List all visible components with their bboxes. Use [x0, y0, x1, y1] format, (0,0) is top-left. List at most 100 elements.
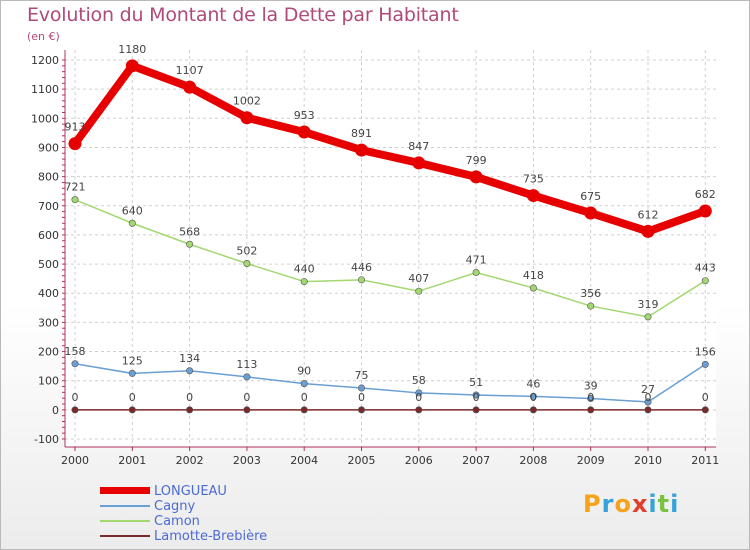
data-point-camon: [357, 276, 365, 284]
y-tick-label: 200: [38, 346, 59, 359]
y-tick-label: 1000: [31, 112, 59, 125]
data-label-lamotte-brebi-re: 0: [129, 391, 136, 404]
data-label-cagny: 27: [641, 383, 655, 396]
data-point-longueau: [584, 206, 598, 220]
data-label-camon: 443: [695, 262, 716, 275]
x-tick-label: 2002: [176, 454, 204, 467]
data-point-cagny: [128, 369, 136, 377]
data-point-cagny: [472, 391, 480, 399]
y-tick-label: 0: [52, 404, 59, 417]
data-point-camon: [529, 284, 537, 292]
data-label-cagny: 46: [526, 377, 540, 390]
data-label-lamotte-brebi-re: 0: [645, 391, 652, 404]
data-point-lamotte-brebi-re: [300, 406, 308, 414]
data-label-lamotte-brebi-re: 0: [186, 391, 193, 404]
plot-area: [65, 50, 716, 447]
data-point-lamotte-brebi-re: [357, 406, 365, 414]
legend-item-cagny: Cagny: [100, 499, 320, 514]
data-point-lamotte-brebi-re: [587, 406, 595, 414]
logo-letter: i: [670, 490, 680, 518]
legend-swatch-longueau: [100, 487, 150, 494]
x-tick-label: 2007: [462, 454, 490, 467]
data-point-lamotte-brebi-re: [472, 406, 480, 414]
y-tick-label: 300: [38, 316, 59, 329]
data-point-camon: [701, 277, 709, 285]
data-label-camon: 319: [638, 298, 659, 311]
data-point-camon: [243, 259, 251, 267]
chart-unit-label: (en €): [27, 30, 60, 43]
data-point-longueau: [125, 59, 139, 73]
data-point-longueau: [355, 143, 368, 157]
legend-label-cagny: Cagny: [154, 499, 196, 514]
series-line-longueau: [71, 61, 707, 236]
y-tick-label: 700: [38, 200, 59, 213]
series-line-cagny: [74, 363, 706, 403]
data-label-longueau: 1002: [233, 95, 261, 108]
data-label-cagny: 125: [122, 354, 143, 367]
data-label-lamotte-brebi-re: 0: [530, 391, 537, 404]
data-point-lamotte-brebi-re: [71, 406, 79, 414]
data-label-cagny: 58: [412, 374, 426, 387]
data-point-cagny: [587, 394, 595, 402]
data-label-longueau: 675: [580, 190, 601, 203]
y-tick-label: 1100: [31, 83, 59, 96]
data-label-longueau: 682: [695, 188, 716, 201]
y-tick-label: 800: [38, 171, 59, 184]
data-point-longueau: [698, 204, 712, 218]
data-label-lamotte-brebi-re: 0: [702, 391, 709, 404]
series-line-camon: [74, 198, 706, 318]
proxiti-logo: Proxiti: [583, 490, 679, 518]
data-point-cagny: [186, 367, 194, 375]
data-label-cagny: 113: [236, 358, 257, 371]
data-point-cagny: [529, 392, 537, 400]
data-point-longueau: [68, 137, 82, 151]
y-tick-label: 900: [38, 141, 59, 154]
data-label-longueau: 847: [408, 140, 429, 153]
data-point-lamotte-brebi-re: [415, 406, 423, 414]
data-point-lamotte-brebi-re: [243, 406, 251, 414]
data-label-longueau: 953: [294, 109, 315, 122]
data-point-longueau: [526, 189, 540, 203]
data-label-lamotte-brebi-re: 0: [587, 391, 594, 404]
data-point-cagny: [701, 360, 709, 368]
data-label-camon: 471: [466, 254, 487, 267]
data-point-camon: [128, 219, 136, 227]
data-label-cagny: 156: [695, 345, 716, 358]
chart-legend: LONGUEAU Cagny Camon Lamotte-Brebière: [100, 484, 320, 544]
x-tick-label: 2000: [61, 454, 89, 467]
legend-label-longueau: LONGUEAU: [154, 484, 227, 499]
legend-swatch-cagny: [100, 505, 150, 507]
data-label-lamotte-brebi-re: 0: [415, 391, 422, 404]
x-tick-label: 2006: [405, 454, 433, 467]
data-point-lamotte-brebi-re: [128, 406, 136, 414]
logo-letter: t: [657, 490, 671, 518]
x-tick-label: 2008: [519, 454, 547, 467]
data-label-cagny: 134: [179, 352, 200, 365]
chart-title: Evolution du Montant de la Dette par Hab…: [27, 4, 459, 26]
data-label-camon: 418: [523, 269, 544, 282]
data-label-cagny: 39: [584, 379, 598, 392]
data-point-longueau: [240, 111, 254, 125]
y-tick-label: 400: [38, 287, 59, 300]
data-label-camon: 440: [294, 263, 315, 276]
legend-label-lamotte-brebiere: Lamotte-Brebière: [154, 529, 268, 544]
logo-letter: x: [631, 490, 649, 518]
data-point-camon: [644, 313, 652, 321]
data-point-camon: [186, 240, 194, 248]
legend-item-longueau: LONGUEAU: [100, 484, 320, 499]
logo-letter: i: [648, 490, 658, 518]
data-point-cagny: [415, 389, 423, 397]
data-label-lamotte-brebi-re: 0: [72, 391, 79, 404]
data-point-lamotte-brebi-re: [529, 406, 537, 414]
data-point-camon: [300, 278, 308, 286]
data-label-longueau: 1107: [176, 64, 204, 77]
data-label-longueau: 612: [638, 208, 659, 221]
logo-letter: P: [583, 490, 602, 518]
data-point-cagny: [300, 380, 308, 388]
data-point-lamotte-brebi-re: [644, 406, 652, 414]
data-label-camon: 407: [408, 272, 429, 285]
data-label-cagny: 75: [355, 369, 369, 382]
data-label-longueau: 799: [466, 154, 487, 167]
data-point-camon: [472, 269, 480, 277]
